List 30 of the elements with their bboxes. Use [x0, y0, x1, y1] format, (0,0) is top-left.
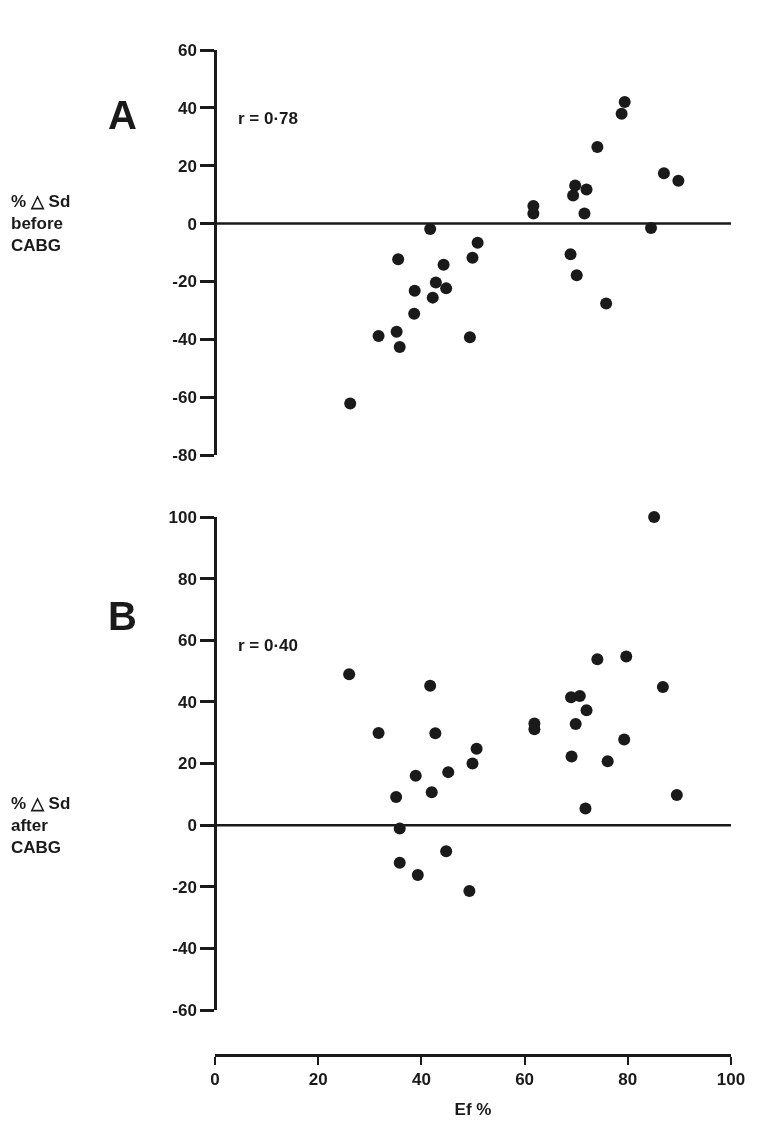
y-axis-title: % △ Sd after CABG	[11, 794, 71, 858]
y-tick-label: -40	[172, 939, 197, 959]
y-tick-label: 100	[168, 507, 197, 527]
y-tick-label: -20	[172, 272, 197, 292]
y-tick-label: 80	[177, 569, 197, 589]
text: B	[108, 594, 137, 638]
annotation: r = 0·40	[238, 636, 299, 655]
x-tick-label: 60	[515, 1070, 535, 1090]
x-axis-title: Ef %	[454, 1099, 492, 1119]
y-tick-label: -20	[172, 877, 197, 897]
y-tick-label: -80	[172, 445, 197, 465]
y-tick-label: 20	[177, 754, 197, 774]
x-tick-label: 100	[716, 1070, 746, 1090]
y-tick-label: 60	[177, 40, 197, 60]
x-tick-label: 40	[411, 1070, 431, 1090]
y-tick-label: -60	[172, 388, 197, 408]
y-tick-label: 40	[177, 692, 197, 712]
y-tick-label: 0	[187, 816, 197, 836]
y-tick-label: 60	[177, 631, 197, 651]
y-tick-label: 20	[177, 156, 197, 176]
annotation: r = 0·78	[238, 109, 299, 128]
text: A	[108, 93, 137, 137]
y-tick-label: 0	[187, 214, 197, 234]
y-tick-label: -40	[172, 330, 197, 350]
x-tick-label: 20	[308, 1070, 328, 1090]
x-tick-label: 0	[210, 1070, 220, 1090]
x-tick-label: 80	[618, 1070, 638, 1090]
y-tick-label: 40	[177, 98, 197, 118]
y-tick-label: -60	[172, 1000, 197, 1020]
y-axis-title: % △ Sd before CABG	[11, 192, 71, 256]
